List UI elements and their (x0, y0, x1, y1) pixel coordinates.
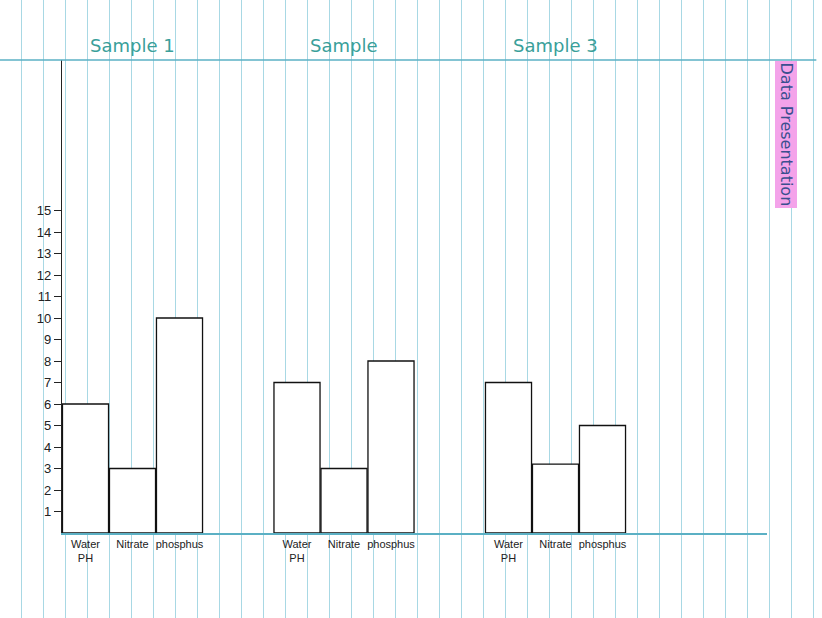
svg-text:phosphus: phosphus (367, 538, 415, 550)
svg-text:9: 9 (44, 332, 51, 347)
svg-text:5: 5 (44, 418, 51, 433)
svg-text:Nitrate: Nitrate (539, 538, 571, 550)
svg-text:3: 3 (44, 461, 51, 476)
svg-text:WaterPH: WaterPH (494, 538, 523, 564)
svg-text:Nitrate: Nitrate (116, 538, 148, 550)
svg-text:Sample: Sample (310, 35, 378, 56)
svg-text:2: 2 (44, 483, 51, 498)
svg-text:WaterPH: WaterPH (71, 538, 100, 564)
svg-text:Sample 3: Sample 3 (513, 35, 598, 56)
svg-text:Nitrate: Nitrate (328, 538, 360, 550)
svg-text:12: 12 (37, 268, 51, 283)
svg-text:7: 7 (44, 375, 51, 390)
svg-text:phosphus: phosphus (579, 538, 627, 550)
svg-text:phosphus: phosphus (156, 538, 204, 550)
svg-text:13: 13 (37, 246, 51, 261)
svg-text:1: 1 (44, 504, 51, 519)
svg-text:10: 10 (37, 311, 51, 326)
svg-text:WaterPH: WaterPH (283, 538, 312, 564)
svg-text:15: 15 (37, 203, 51, 218)
svg-text:Data Presentation: Data Presentation (777, 63, 796, 207)
svg-text:11: 11 (38, 289, 52, 304)
svg-text:6: 6 (44, 397, 51, 412)
svg-text:14: 14 (37, 225, 51, 240)
svg-text:4: 4 (44, 440, 51, 455)
svg-text:8: 8 (44, 354, 51, 369)
svg-text:Sample 1: Sample 1 (90, 35, 175, 56)
